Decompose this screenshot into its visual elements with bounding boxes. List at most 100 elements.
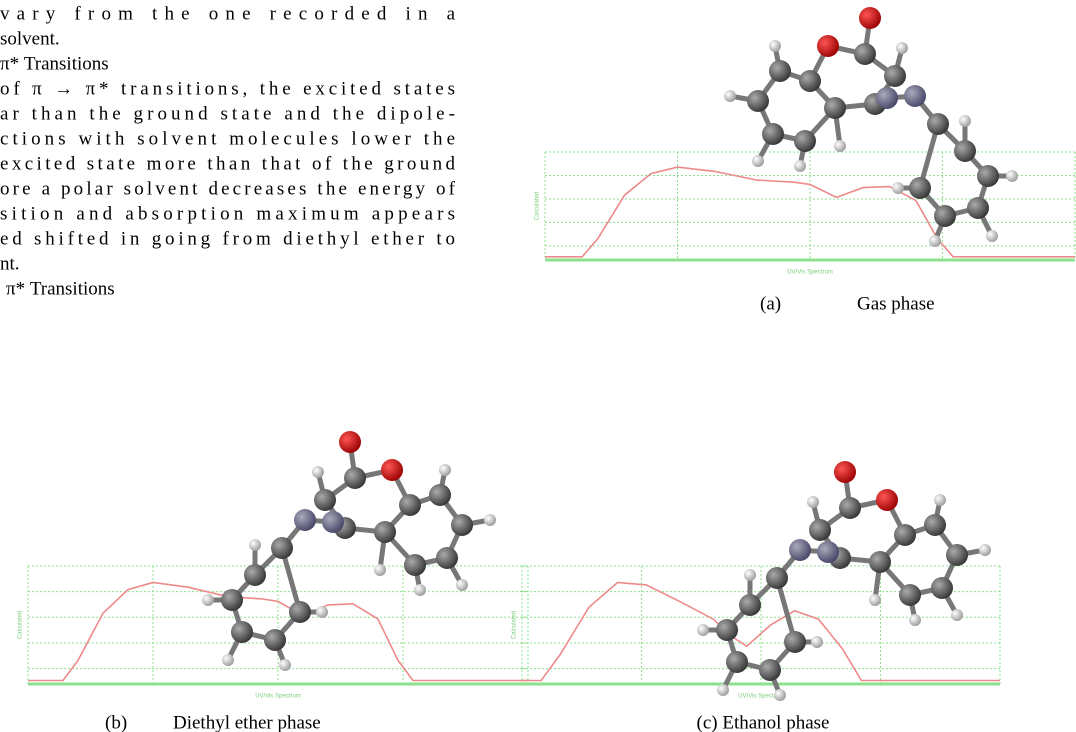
page: vary from the one recorded in a solvent. π… — [0, 0, 1076, 732]
atom — [876, 87, 898, 109]
atom — [436, 547, 458, 569]
atom — [834, 461, 856, 483]
y-axis-label: Calculated — [512, 611, 518, 639]
figure-label: (b) — [105, 712, 127, 732]
atom — [264, 629, 286, 651]
atom — [1006, 170, 1018, 182]
atom — [716, 619, 738, 641]
atom — [977, 165, 999, 187]
figure-caption: Gas phase — [857, 293, 935, 314]
atom — [839, 497, 861, 519]
atom — [894, 524, 916, 546]
atom — [747, 90, 769, 112]
atom — [404, 554, 426, 576]
atom — [222, 654, 234, 666]
atom — [946, 544, 968, 566]
body-line: ar than the ground state and the dipole- — [0, 103, 455, 124]
atom — [807, 496, 819, 508]
atom — [934, 205, 956, 227]
atom — [789, 539, 811, 561]
atom — [979, 544, 991, 556]
atom — [484, 514, 496, 526]
atom — [202, 594, 214, 606]
atom — [817, 541, 839, 563]
atom — [439, 464, 451, 476]
atom — [231, 621, 253, 643]
atom — [909, 177, 931, 199]
body-line: solvent. — [0, 28, 60, 49]
atom — [322, 511, 344, 533]
atom — [954, 140, 976, 162]
body-line: vary from the one recorded in a — [0, 3, 456, 24]
atom — [774, 689, 786, 701]
atom — [869, 594, 881, 606]
figure-label: (a) — [760, 293, 781, 314]
body-line: ctions with solvent molecules lower the — [0, 128, 455, 149]
atom — [381, 459, 403, 481]
atom — [316, 606, 328, 618]
atom — [429, 484, 451, 506]
atom — [859, 7, 881, 29]
atom — [414, 584, 426, 596]
atom — [312, 466, 324, 478]
atom — [739, 594, 761, 616]
atom — [904, 85, 926, 107]
atom — [892, 182, 904, 194]
body-line: nt. — [0, 253, 20, 274]
atom — [339, 431, 361, 453]
atom — [794, 160, 806, 172]
atom — [752, 155, 764, 167]
atom — [726, 651, 748, 673]
atom — [794, 130, 816, 152]
atom — [289, 601, 311, 623]
atom — [344, 467, 366, 489]
document: vary from the one recorded in a solvent. π… — [0, 0, 1076, 732]
body-line: ed shifted in going from diethyl ether t… — [0, 228, 455, 249]
atom — [824, 97, 846, 119]
atom — [762, 123, 784, 145]
y-axis-label: Calculated — [18, 611, 24, 639]
figure-caption: Diethyl ether phase — [173, 712, 321, 732]
atom — [244, 564, 266, 586]
atom — [799, 70, 821, 92]
atom — [869, 551, 891, 573]
atom — [759, 659, 781, 681]
body-line: ore a polar solvent decreases the energy… — [0, 178, 456, 199]
atom — [451, 514, 473, 536]
molecule — [697, 461, 991, 701]
y-axis-label: Calculated — [535, 192, 541, 220]
x-axis-label: UV/Vis Spectrum — [255, 694, 301, 700]
body-line: of π → π* transitions, the excited state… — [0, 78, 455, 99]
atom — [931, 577, 953, 599]
molecule — [202, 431, 496, 671]
body-line: excited state more than that of the grou… — [0, 153, 455, 174]
atom — [834, 140, 846, 152]
atom — [809, 519, 831, 541]
atom — [314, 489, 336, 511]
atom — [934, 494, 946, 506]
x-axis-label: UV/Vis Spectrum — [787, 270, 833, 276]
atom — [724, 90, 736, 102]
atom — [909, 614, 921, 626]
body-line: π* Transitions — [0, 53, 109, 74]
atom — [967, 197, 989, 219]
body-line: π* Transitions — [6, 278, 115, 299]
atom — [876, 489, 898, 511]
atom — [929, 235, 941, 247]
atom — [374, 564, 386, 576]
spectrum-panel: UV/Vis SpectrumCalculated — [512, 566, 1000, 700]
atom — [769, 40, 781, 52]
atom — [817, 35, 839, 57]
molecule — [724, 7, 1018, 247]
atom — [811, 636, 823, 648]
atom — [927, 113, 949, 135]
atom — [924, 514, 946, 536]
atom — [374, 521, 396, 543]
atom — [399, 494, 421, 516]
atom — [294, 509, 316, 531]
atom — [249, 539, 261, 551]
atom — [769, 60, 791, 82]
atom — [279, 659, 291, 671]
figure-caption: (c) Ethanol phase — [697, 712, 830, 732]
atom — [884, 65, 906, 87]
